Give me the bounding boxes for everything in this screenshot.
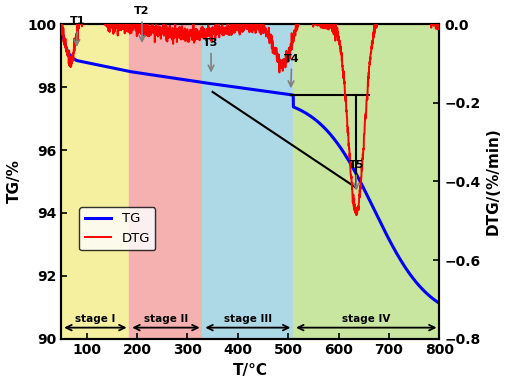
Legend: TG, DTG: TG, DTG — [79, 207, 155, 250]
Text: T5: T5 — [348, 160, 364, 189]
Bar — [130, 24, 203, 339]
Text: stage I: stage I — [75, 314, 115, 324]
X-axis label: T/°C: T/°C — [233, 363, 268, 378]
Bar — [293, 24, 439, 339]
Text: T1: T1 — [70, 16, 85, 45]
Y-axis label: TG/%: TG/% — [7, 159, 22, 203]
Y-axis label: DTG/(%/min): DTG/(%/min) — [486, 127, 501, 235]
Bar — [203, 24, 293, 339]
Text: stage II: stage II — [144, 314, 188, 324]
Text: stage IV: stage IV — [342, 314, 391, 324]
Bar — [61, 24, 130, 339]
Text: T3: T3 — [203, 38, 219, 71]
Text: stage III: stage III — [224, 314, 272, 324]
Text: T2: T2 — [134, 7, 150, 41]
Text: T4: T4 — [284, 54, 300, 87]
